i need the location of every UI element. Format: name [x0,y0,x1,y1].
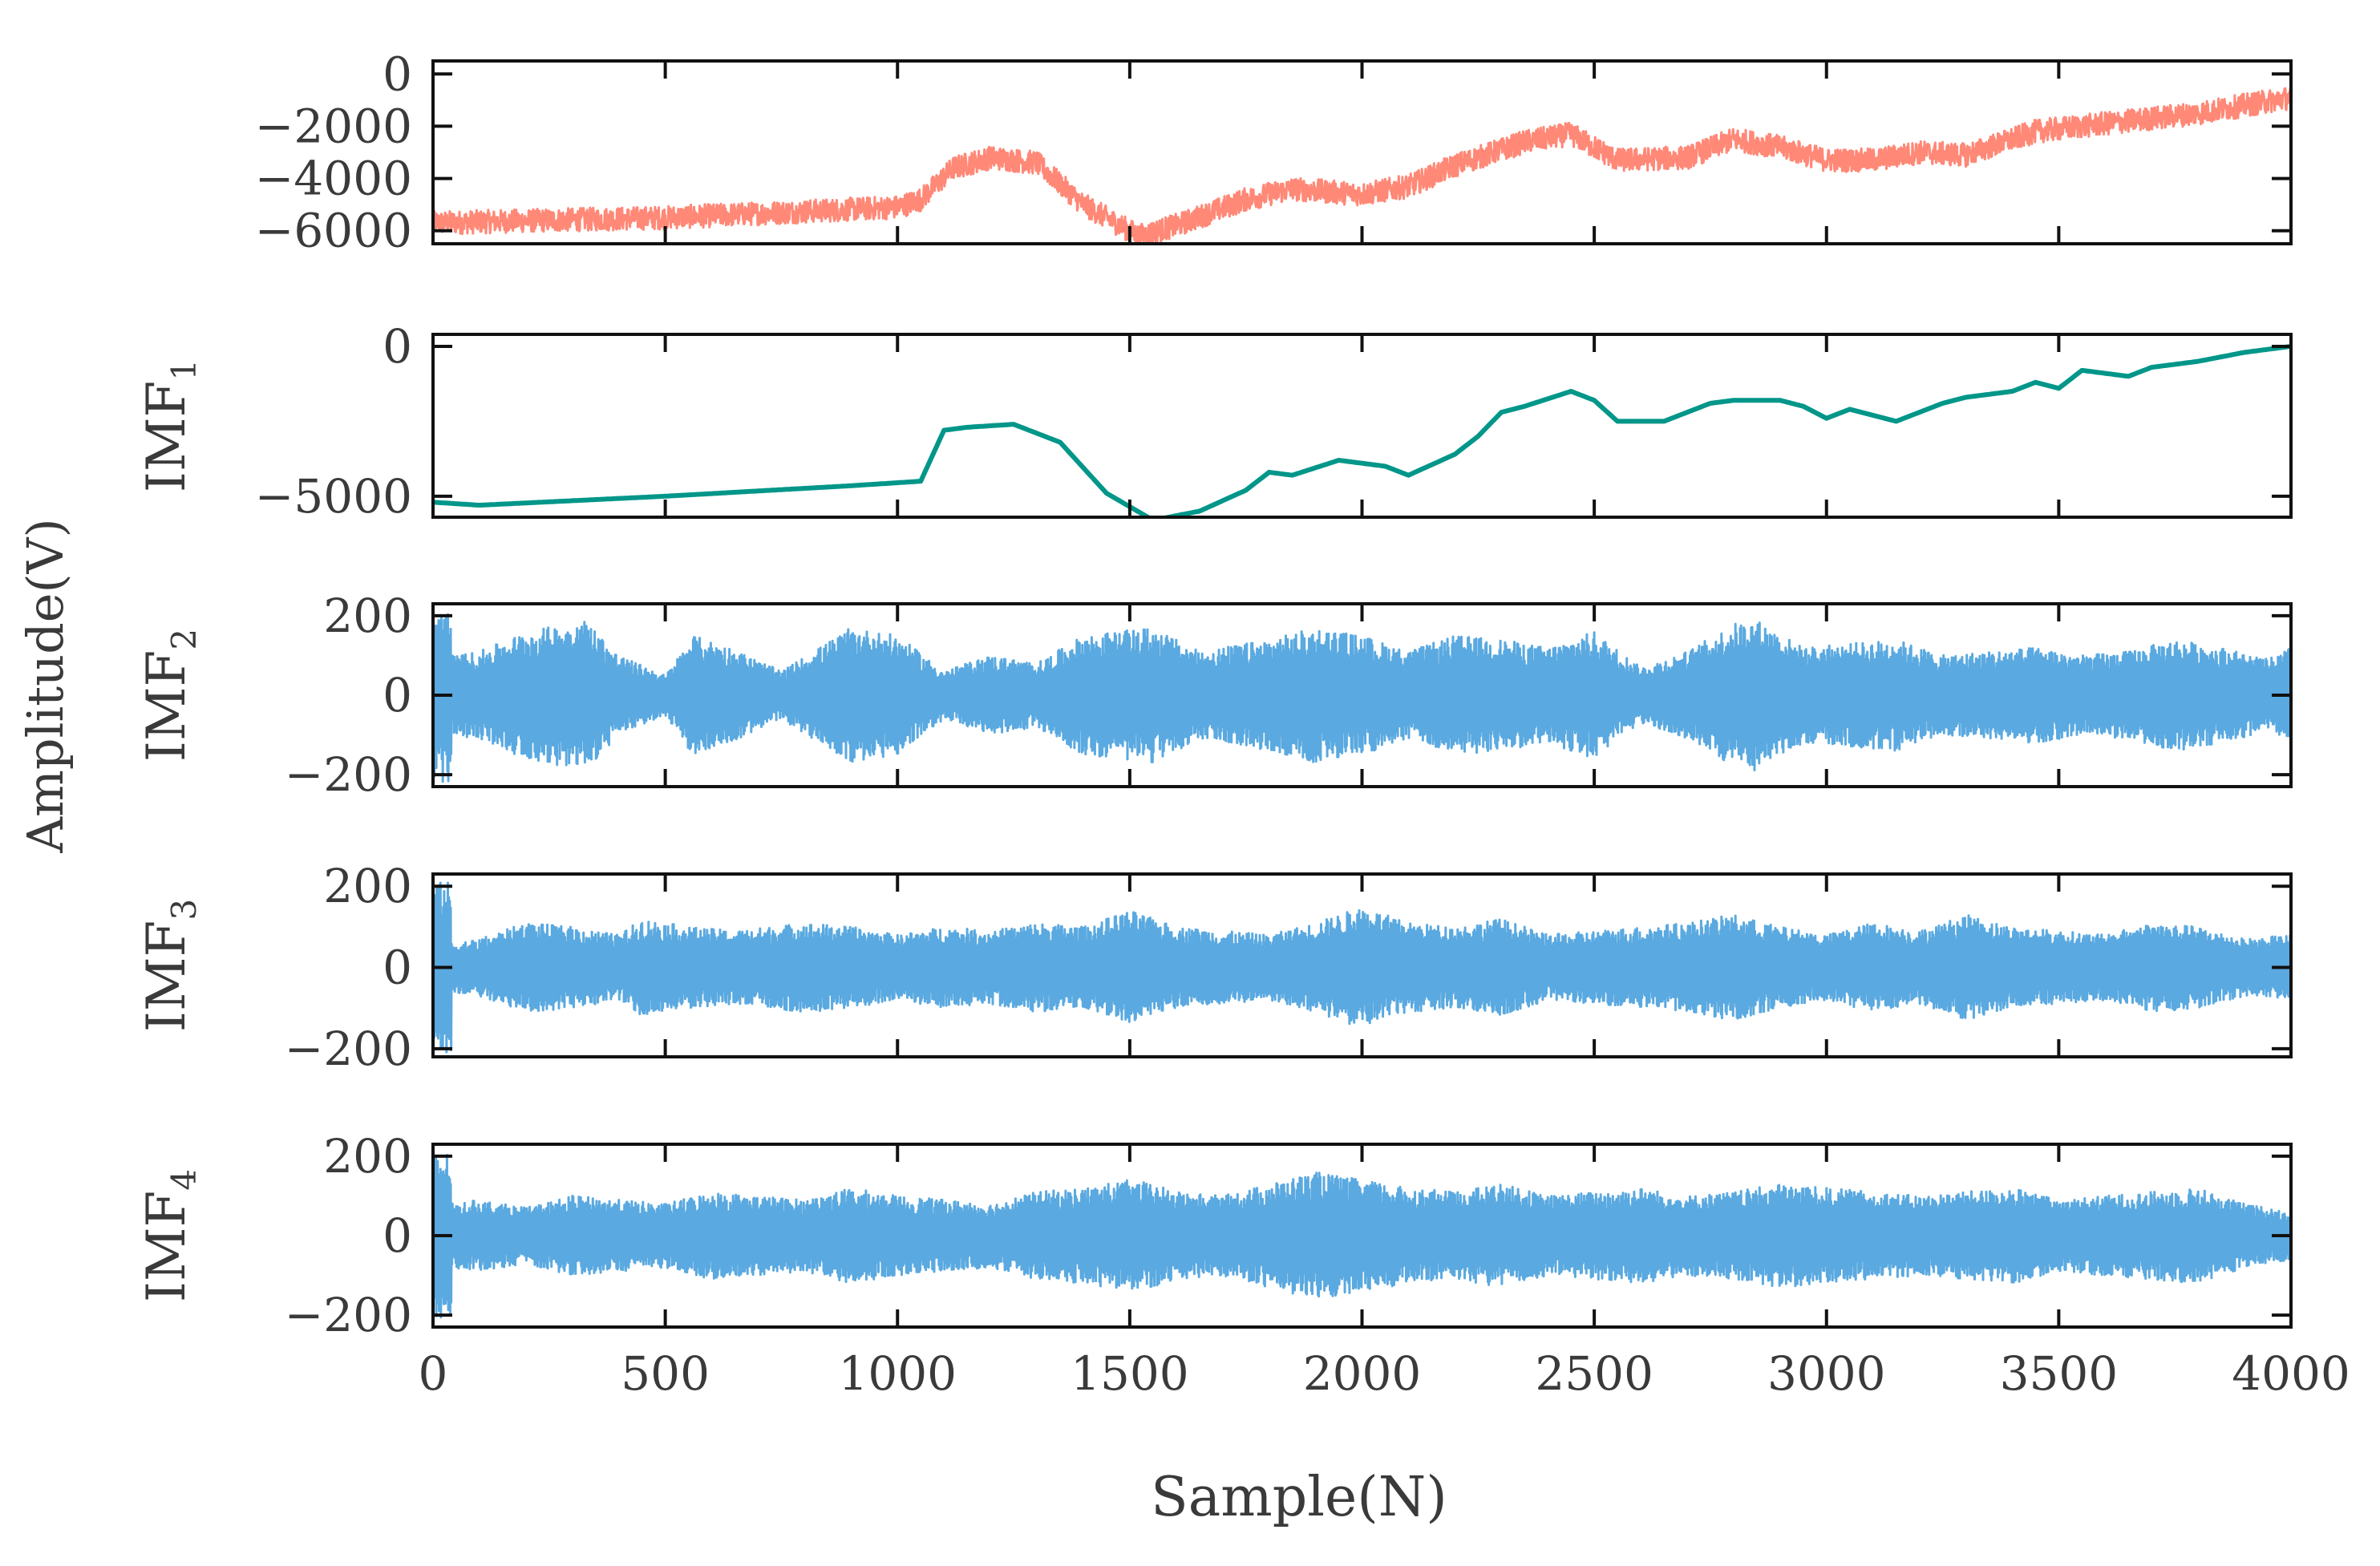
series-line-imf1 [433,344,2291,517]
y-tick-label: 0 [382,319,412,374]
panel-label-imf1: IMF1 [136,359,204,492]
y-tick-label: 0 [382,1208,412,1263]
y-tick-label: −6000 [255,204,412,258]
x-axis-label: Sample(N) [1151,1466,1447,1529]
x-tick-label: 2000 [1303,1346,1422,1401]
panel-label-imf2: IMF2 [136,629,204,762]
x-tick-label: 1000 [838,1346,957,1401]
y-tick-label: 0 [382,668,412,722]
y-tick-label: −200 [285,1022,412,1076]
axes-frame-imf1 [431,333,2293,519]
x-tick-label: 2500 [1535,1346,1653,1401]
y-axis-label: Amplitude(V) [16,518,75,853]
x-tick-label: 3500 [2000,1346,2119,1401]
y-tick-label: 200 [323,1129,412,1184]
x-tick-label: 0 [419,1346,448,1401]
series-line-imf4 [433,1154,2291,1319]
x-tick-label: 1500 [1071,1346,1189,1401]
panel-label-imf3: IMF3 [136,899,204,1032]
x-tick-label: 500 [621,1346,710,1401]
y-tick-label: −4000 [255,152,412,206]
series-line-imf2 [433,610,2291,783]
y-tick-label: 200 [323,589,412,643]
panel-imf2: −200 0 200 IMF2 [136,589,2293,802]
y-tick-label: 0 [382,47,412,101]
panels-layer: −6000−4000−20000−50000IMF1−2000200IMF2−2… [136,47,2350,1401]
x-tick-label: 3000 [1767,1346,1886,1401]
series-line-original [433,86,2291,244]
y-tick-label: −200 [285,1288,412,1342]
y-tick-label: −2000 [255,99,412,153]
y-tick-label: 200 [323,859,412,913]
y-tick-label: 0 [382,941,412,995]
x-tick-label: 4000 [2232,1346,2350,1401]
panel-label-imf4: IMF4 [136,1169,204,1302]
y-tick-label: −5000 [255,469,412,524]
panel-imf3: −200 0 200 IMF3 [136,859,2293,1076]
series-line-imf3 [433,881,2291,1054]
y-tick-label: −200 [285,747,412,802]
panel-imf1: −5000 0 IMF1 [136,319,2293,524]
